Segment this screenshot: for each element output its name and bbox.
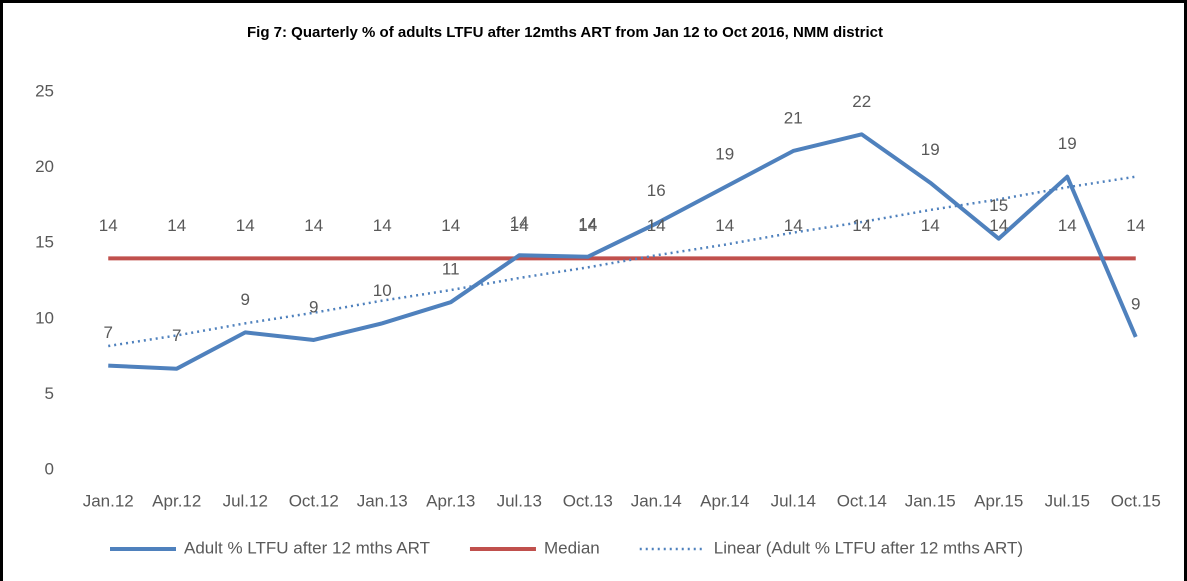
x-tick-label: Apr.13 <box>426 491 475 510</box>
data-label: 10 <box>373 281 392 300</box>
data-label: 9 <box>309 297 318 316</box>
x-tick-label: Jul.13 <box>497 491 542 510</box>
data-label: 19 <box>715 145 734 164</box>
y-tick-label: 15 <box>35 233 54 252</box>
x-tick-label: Jul.15 <box>1045 491 1090 510</box>
data-label: 14 <box>510 213 529 232</box>
data-label: 11 <box>442 260 460 279</box>
data-label: 15 <box>989 196 1008 215</box>
data-label: 14 <box>647 216 666 235</box>
data-label: 14 <box>852 216 871 235</box>
data-label: 7 <box>172 326 181 345</box>
data-label: 14 <box>441 216 460 235</box>
y-tick-label: 0 <box>45 459 54 478</box>
x-tick-label: Jan.12 <box>83 491 134 510</box>
data-label: 14 <box>510 216 529 235</box>
y-tick-label: 20 <box>35 157 54 176</box>
x-tick-label: Jul.14 <box>771 491 816 510</box>
x-tick-label: Oct.13 <box>563 491 613 510</box>
data-label: 14 <box>578 214 597 233</box>
x-tick-label: Apr.14 <box>700 491 749 510</box>
y-tick-label: 10 <box>35 308 54 327</box>
x-tick-label: Oct.14 <box>837 491 887 510</box>
data-label: 14 <box>167 216 186 235</box>
data-label: 19 <box>1058 134 1077 153</box>
chart-title: Fig 7: Quarterly % of adults LTFU after … <box>247 24 883 41</box>
data-label: 21 <box>784 108 803 127</box>
data-label: 19 <box>921 140 940 159</box>
x-tick-label: Apr.12 <box>152 491 201 510</box>
data-label: 14 <box>715 216 734 235</box>
data-label: 14 <box>99 216 118 235</box>
data-label: 14 <box>989 216 1008 235</box>
legend-label: Linear (Adult % LTFU after 12 mths ART) <box>714 538 1023 557</box>
data-label: 14 <box>236 216 255 235</box>
x-tick-label: Jul.12 <box>223 491 268 510</box>
data-label: 14 <box>373 216 392 235</box>
data-label: 14 <box>578 216 597 235</box>
data-label: 14 <box>784 216 803 235</box>
x-tick-label: Jan.14 <box>631 491 682 510</box>
data-label: 14 <box>921 216 940 235</box>
legend-label: Median <box>544 538 600 557</box>
x-tick-label: Jan.13 <box>357 491 408 510</box>
legend-label: Adult % LTFU after 12 mths ART <box>184 538 430 557</box>
x-tick-label: Oct.12 <box>289 491 339 510</box>
data-label: 14 <box>1058 216 1077 235</box>
data-label: 22 <box>852 92 871 111</box>
data-label: 14 <box>304 216 323 235</box>
y-tick-label: 5 <box>45 384 54 403</box>
data-label: 16 <box>647 181 666 200</box>
y-tick-label: 25 <box>35 81 54 100</box>
data-label: 14 <box>1126 216 1145 235</box>
x-tick-label: Apr.15 <box>974 491 1023 510</box>
data-label: 9 <box>241 290 250 309</box>
data-label: 7 <box>104 323 113 342</box>
data-label: 9 <box>1131 294 1140 313</box>
x-tick-label: Jan.15 <box>905 491 956 510</box>
series-line <box>108 132 1138 371</box>
x-tick-label: Oct.15 <box>1111 491 1161 510</box>
